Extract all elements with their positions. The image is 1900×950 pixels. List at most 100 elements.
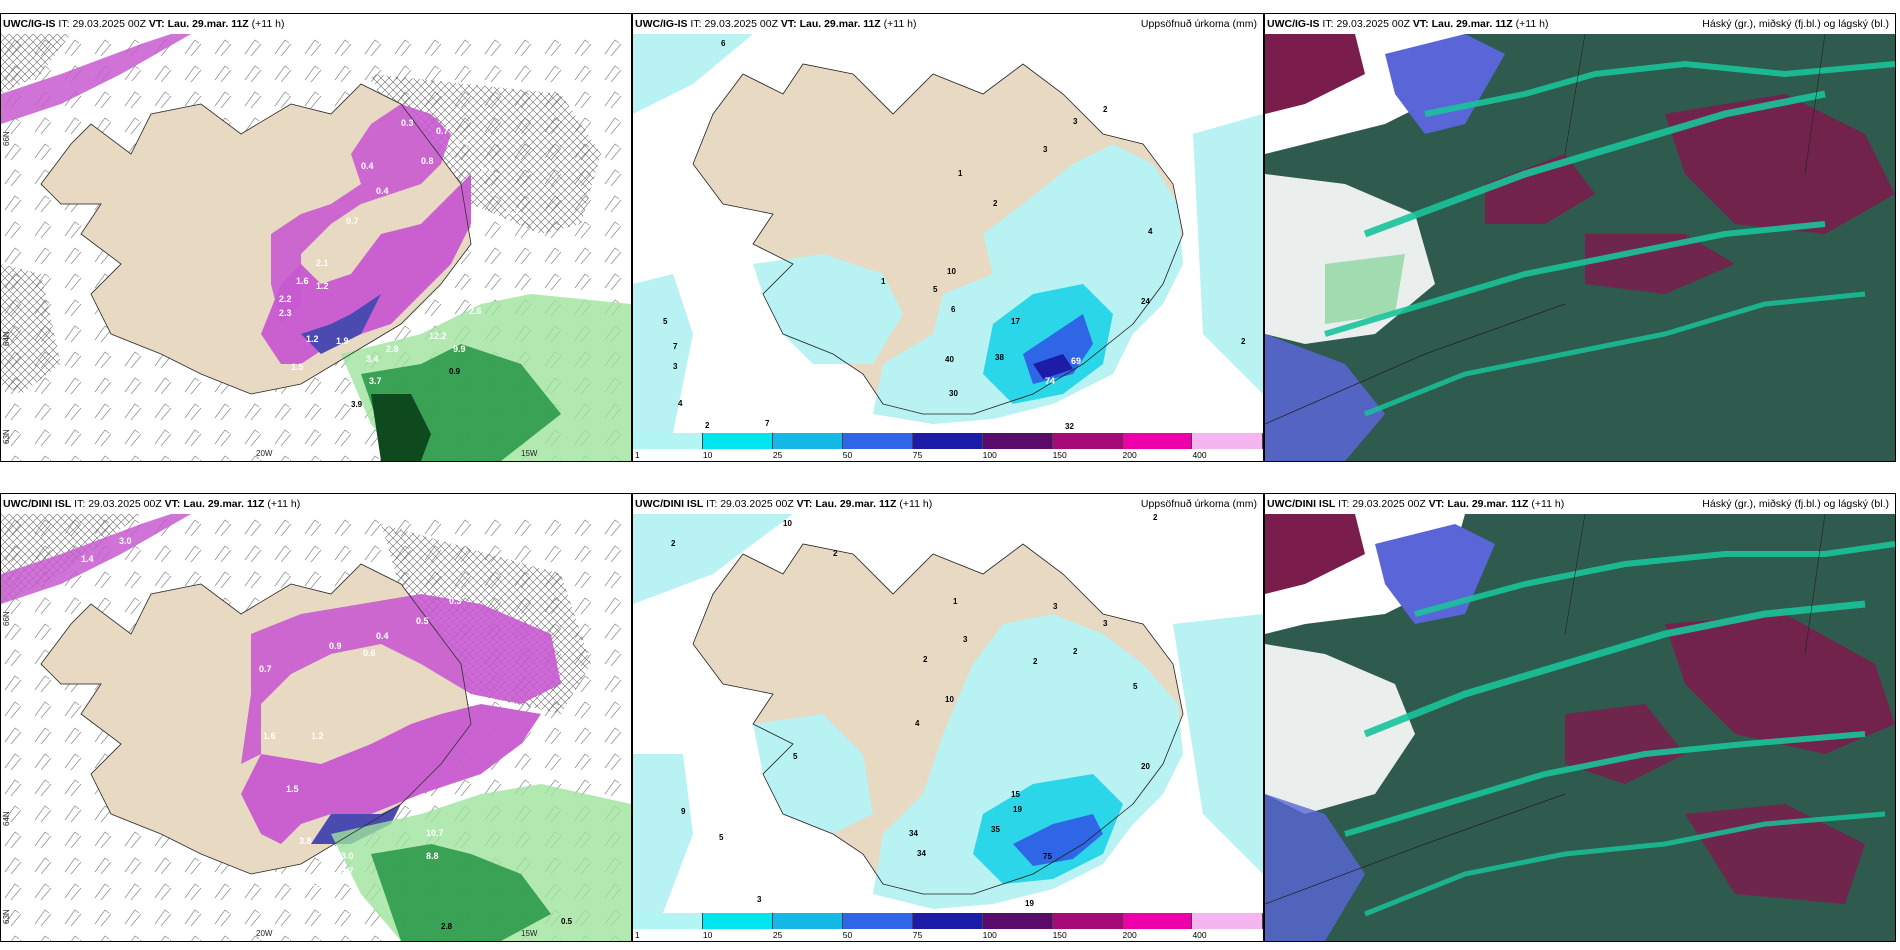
precip-rate-label: 0.3 xyxy=(449,596,462,606)
precip-accum-label: 3 xyxy=(757,895,762,904)
precip-accum-label: 4 xyxy=(1148,227,1153,236)
it-value: 29.03.2025 00Z xyxy=(1352,498,1426,510)
precip-accum-label: 3 xyxy=(673,362,678,371)
vt-value: Lau. 29.mar. 11Z xyxy=(1431,18,1513,30)
colorbar-swatch xyxy=(1052,433,1123,449)
precip-rate-label: 3.7 xyxy=(341,866,354,876)
precip-rate-label: 0.7 xyxy=(259,664,272,674)
precip-rate-label: 0.5 xyxy=(561,917,573,926)
precip-accum-label: 10 xyxy=(945,695,954,704)
precip-rate-label: 1.2 xyxy=(311,731,324,741)
precip-rate-label: 2.2 xyxy=(283,874,296,884)
cloud-cover-map-svg xyxy=(1265,514,1895,941)
precip-rate-label: 0.4 xyxy=(376,631,389,641)
model-name: UWC/IG-IS xyxy=(1267,18,1320,30)
precip-rate-label: 1.4 xyxy=(456,138,469,148)
precip-accum-label: 20 xyxy=(1141,762,1150,771)
precip-accum-label: 34 xyxy=(909,829,918,838)
precip-rate-label: 0.9 xyxy=(449,367,461,376)
panel-header: UWC/IG-IS IT: 29.03.2025 00Z VT: Lau. 29… xyxy=(1,14,631,34)
precip-accum-label: 19 xyxy=(1013,805,1022,814)
lon-label: 20W xyxy=(256,929,273,938)
lat-label: 63N xyxy=(2,909,11,924)
precip-rate-label: 3.7 xyxy=(369,376,382,386)
precip-accum-label: 5 xyxy=(663,317,668,326)
colorbar-swatch xyxy=(982,913,1053,929)
precip-rate-label: 2.8 xyxy=(441,922,453,931)
precip-accum-label: 2 xyxy=(671,539,676,548)
it-value: 29.03.2025 00Z xyxy=(88,498,162,510)
lead-time: (+11 h) xyxy=(883,18,917,30)
vt-value: Lau. 29.mar. 11Z xyxy=(1447,498,1529,510)
panel-title: Uppsöfnuð úrkoma (mm) xyxy=(1140,498,1257,510)
vt-label: VT: xyxy=(796,498,813,510)
precip-type-map-svg: 3.0 1.4 0.30 0.5 0.3 0.4 0.6 0.9 0.7 1.6… xyxy=(1,514,631,941)
cloud-cover-map xyxy=(1265,514,1895,941)
precip-accum-label: 32 xyxy=(1065,422,1074,431)
precip-accum-label: 75 xyxy=(1043,852,1052,861)
colorbar-swatch xyxy=(842,913,913,929)
precip-rate-label: 0.6 xyxy=(363,648,376,658)
panel-header: UWC/IG-IS IT: 29.03.2025 00Z VT: Lau. 29… xyxy=(1265,14,1895,34)
precip-rate-label: 2.8 xyxy=(386,344,399,354)
lat-label: 66N xyxy=(2,611,11,626)
precip-rate-label: 9.9 xyxy=(453,344,466,354)
precip-accum-label: 35 xyxy=(991,825,1000,834)
colorbar-label: 150 xyxy=(1052,450,1067,460)
precip-accum-label: 30 xyxy=(949,389,958,398)
panel-title: Háský (gr.), miðský (fj.bl.) og lágský (… xyxy=(1702,18,1889,30)
colorbar-label: 25 xyxy=(772,930,783,940)
colorbar-swatch xyxy=(1192,433,1263,449)
colorbar-label: 1 xyxy=(634,930,640,940)
precip-rate-label: 0.8 xyxy=(421,156,434,166)
precip-rate-label: 1.2 xyxy=(316,281,329,291)
precip-rate-label: 1.5 xyxy=(286,784,299,794)
panel-precip-accum-row0: UWC/IG-IS IT: 29.03.2025 00Z VT: Lau. 29… xyxy=(632,13,1264,462)
colorbar-label: 10 xyxy=(702,930,713,940)
precip-accum-label: 1 xyxy=(958,169,963,178)
colorbar-swatch xyxy=(1122,433,1193,449)
precip-type-map-svg: 1.0 2.2 0.3 0.7 1.4 0.6 0.4 0.7 0.5 0.8 … xyxy=(1,34,631,461)
panel-header: UWC/IG-IS IT: 29.03.2025 00Z VT: Lau. 29… xyxy=(633,14,1263,34)
precip-rate-label: 0.7 xyxy=(346,216,359,226)
colorbar-label: 400 xyxy=(1192,450,1207,460)
colorbar-label: 400 xyxy=(1192,930,1207,940)
precip-rate-label: 3.0 xyxy=(341,851,354,861)
precip-rate-label: 0.3 xyxy=(401,118,414,128)
panel-precip-type-row0: UWC/IG-IS IT: 29.03.2025 00Z VT: Lau. 29… xyxy=(0,13,632,462)
colorbar-swatch xyxy=(1122,913,1193,929)
precip-accum-label: 5 xyxy=(933,285,938,294)
lead-time: (+11 h) xyxy=(267,498,301,510)
panel-precip-type-row1: UWC/DINI ISL IT: 29.03.2025 00Z VT: Lau.… xyxy=(0,493,632,942)
colorbar-swatch xyxy=(633,913,703,929)
precip-accum-label: 15 xyxy=(1011,790,1020,799)
vt-value: Lau. 29.mar. 11Z xyxy=(815,498,897,510)
it-value: 29.03.2025 00Z xyxy=(1336,18,1410,30)
vt-label: VT: xyxy=(148,18,165,30)
precip-rate-label: 0.6 xyxy=(481,166,494,176)
precip-accum-label: 3 xyxy=(963,635,968,644)
colorbar-swatch xyxy=(982,433,1053,449)
colorbar-label: 75 xyxy=(912,450,923,460)
precip-rate-label: 0.5 xyxy=(506,206,519,216)
colorbar-swatch xyxy=(842,433,913,449)
lon-label: 15W xyxy=(521,929,538,938)
colorbar-swatch xyxy=(912,433,983,449)
precip-accum-label: 2 xyxy=(1103,105,1108,114)
colorbar-swatch xyxy=(1192,913,1263,929)
precip-rate-label: 0.5 xyxy=(416,616,429,626)
precip-accum-label: 3 xyxy=(1053,602,1058,611)
precip-accum-label: 2 xyxy=(833,549,838,558)
panel-header: UWC/DINI ISL IT: 29.03.2025 00Z VT: Lau.… xyxy=(1,494,631,514)
it-label: IT: xyxy=(1338,498,1350,510)
precip-rate-label: 3.4 xyxy=(366,354,379,364)
precip-accum-label: 7 xyxy=(765,419,770,428)
precip-rate-label: 2.3 xyxy=(279,308,292,318)
precip-rate-label: 1.6 xyxy=(296,276,309,286)
lat-label: 64N xyxy=(2,331,11,346)
vt-value: Lau. 29.mar. 11Z xyxy=(167,18,249,30)
precip-rate-label: 0.7 xyxy=(436,126,449,136)
precip-accum-label: 17 xyxy=(1011,317,1020,326)
precip-accum-label: 1 xyxy=(881,277,886,286)
it-label: IT: xyxy=(706,498,718,510)
